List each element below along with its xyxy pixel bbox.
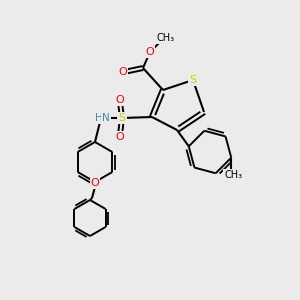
Text: O: O: [146, 47, 154, 57]
Text: H: H: [95, 113, 103, 123]
Text: N: N: [102, 113, 110, 123]
Text: S: S: [189, 75, 197, 85]
Text: O: O: [118, 67, 127, 77]
Text: CH₃: CH₃: [224, 170, 242, 180]
Text: O: O: [116, 95, 124, 105]
Text: S: S: [118, 113, 126, 123]
Text: O: O: [91, 178, 99, 188]
Text: CH₃: CH₃: [157, 33, 175, 43]
Text: O: O: [116, 132, 124, 142]
